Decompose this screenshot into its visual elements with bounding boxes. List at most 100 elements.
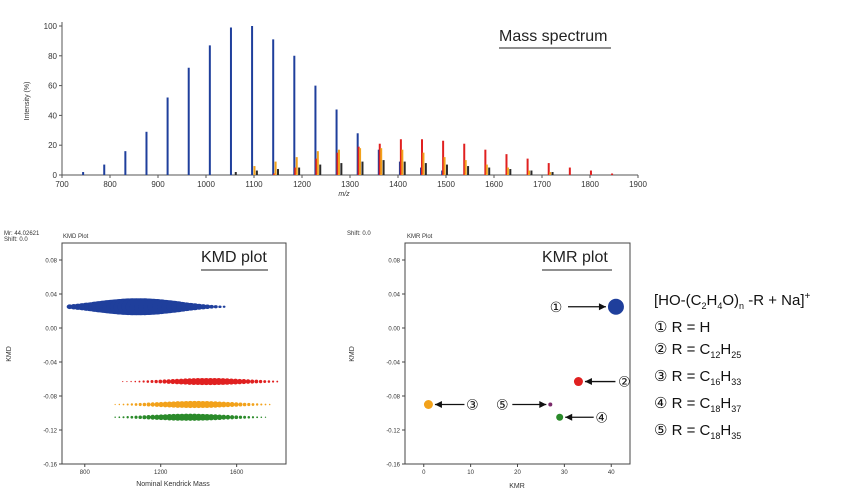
kmd-point: [267, 380, 271, 383]
ms-y-tick-label: 100: [44, 22, 58, 31]
kmr-y-tick-label: 0.08: [388, 259, 400, 265]
kmr-point-label: ①: [550, 300, 563, 316]
kmr-point: [548, 402, 553, 407]
ms-x-tick-label: 1300: [341, 180, 359, 189]
kmd-x-tick-label: 1200: [154, 470, 168, 476]
kmd-point: [142, 380, 145, 383]
kmd-point: [122, 416, 125, 419]
kmd-point: [216, 414, 223, 420]
kmd-point: [234, 415, 239, 420]
kmd-point: [126, 380, 128, 383]
kmd-point: [126, 416, 129, 419]
kmr-arrow-head: [565, 413, 573, 421]
kmr-point: [423, 400, 433, 409]
kmd-point: [114, 416, 116, 418]
kmr-y-tick-label: -0.08: [386, 395, 400, 401]
kmd-point: [243, 415, 247, 419]
ms-x-tick-label: 1100: [245, 180, 263, 189]
kmd-point: [158, 401, 164, 408]
kmd-point: [130, 380, 132, 383]
kmd-point: [170, 379, 176, 385]
kmr-point: [556, 413, 564, 421]
kmd-point: [142, 415, 147, 420]
kmd-point: [114, 403, 116, 406]
ms-x-axis-label: m/z: [338, 191, 350, 198]
ms-x-tick-label: 1200: [293, 180, 311, 189]
kmd-y-tick-label: -0.12: [43, 429, 57, 435]
kmr-x-axis-label: KMR: [509, 483, 525, 490]
kmd-point: [122, 380, 124, 383]
kmd-point: [264, 403, 267, 406]
kmd-point: [118, 403, 121, 406]
kmr-y-tick-label: -0.12: [386, 429, 400, 435]
kmd-point: [256, 416, 259, 419]
ms-x-tick-label: 900: [151, 180, 165, 189]
kmd-point: [255, 403, 259, 406]
kmr-panel-title: KMR Plot: [407, 234, 433, 240]
kmd-point: [158, 414, 164, 421]
kmd-point: [247, 402, 251, 407]
kmd-point: [263, 380, 267, 384]
kmd-point: [134, 415, 138, 419]
kmr-header-shift: Shift: 0.0: [347, 231, 371, 237]
legend-row-2: ② R = C12H25: [654, 341, 742, 360]
ms-x-tick-label: 1500: [437, 180, 455, 189]
kmd-header-shift: Shift: 0.0: [4, 237, 28, 243]
kmd-point: [199, 304, 207, 310]
legend-formula: [HO-(C2H4O)n -R + Na]+: [654, 291, 811, 311]
kmd-point: [242, 402, 247, 407]
kmd-point: [150, 414, 156, 420]
mass-spectrum-title: Mass spectrum: [499, 28, 607, 45]
kmr-x-tick-label: 30: [561, 470, 568, 476]
kmd-point: [220, 401, 227, 408]
kmr-arrow-head: [598, 303, 606, 311]
kmd-x-axis-label: Nominal Kendrick Mass: [136, 481, 210, 488]
kmr-y-tick-label: -0.04: [386, 361, 400, 367]
kmd-point: [162, 401, 169, 408]
kmr-arrow-head: [434, 401, 442, 408]
kmd-panel-title: KMD Plot: [63, 234, 89, 240]
kmd-point: [251, 416, 255, 419]
kmr-arrow-head: [584, 378, 592, 386]
ms-x-tick-label: 1400: [389, 180, 407, 189]
kmd-point: [232, 378, 239, 385]
kmd-y-axis-label: KMD: [6, 346, 13, 362]
kmd-point: [134, 403, 138, 406]
kmd-point: [154, 379, 158, 384]
ms-x-tick-label: 1000: [197, 180, 215, 189]
kmd-point: [258, 379, 263, 384]
kmd-point: [208, 414, 215, 421]
kmr-x-tick-label: 20: [514, 470, 521, 476]
ms-x-tick-label: 1600: [485, 180, 503, 189]
kmd-point: [146, 402, 151, 407]
ms-x-tick-label: 800: [103, 180, 117, 189]
legend-row-3: ③ R = C16H33: [654, 368, 742, 387]
kmd-point: [158, 379, 163, 384]
structure-legend: [HO-(C2H4O)n -R + Na]+ ① R = H ② R = C12…: [654, 286, 810, 447]
kmd-point: [250, 379, 255, 384]
kmd-point: [209, 304, 214, 309]
kmd-point: [238, 415, 243, 419]
kmd-point: [241, 379, 247, 385]
kmr-point-label: ④: [595, 410, 608, 426]
kmr-arrow-head: [539, 401, 547, 408]
kmr-y-tick-label: -0.16: [386, 463, 400, 469]
legend-row-4: ④ R = C18H37: [654, 395, 742, 414]
kmd-x-tick-label: 800: [80, 470, 91, 476]
kmd-y-tick-label: -0.08: [43, 395, 57, 401]
kmd-point: [150, 380, 154, 384]
ms-x-tick-label: 1800: [581, 180, 599, 189]
ms-y-tick-label: 20: [48, 141, 57, 150]
kmd-y-tick-label: -0.04: [43, 361, 57, 367]
kmd-point: [138, 415, 142, 420]
kmd-point: [264, 416, 267, 418]
kmd-point: [225, 414, 231, 420]
kmd-point: [212, 414, 219, 421]
kmd-point: [166, 379, 172, 384]
kmd-point: [254, 379, 259, 384]
kmd-point: [138, 380, 141, 383]
kmd-point: [154, 414, 160, 420]
kmd-point: [234, 402, 239, 407]
kmd-point: [122, 403, 125, 406]
